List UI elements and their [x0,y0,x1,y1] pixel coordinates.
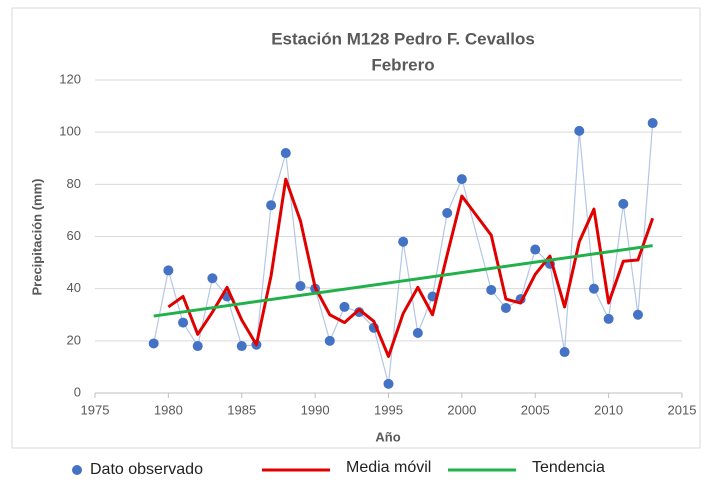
x-tick-label: 1975 [81,402,110,417]
data-point [324,335,335,346]
x-tick-label: 2015 [668,402,697,417]
y-tick-label: 0 [74,384,81,399]
data-point [207,273,218,284]
chart-title: Estación M128 Pedro F. Cevallos [271,29,535,48]
data-point [500,302,511,313]
data-point [588,283,599,294]
data-point [192,341,203,352]
y-tick-label: 60 [67,228,81,243]
y-tick-label: 100 [59,124,81,139]
data-point [412,328,423,339]
legend-label: Dato observado [90,461,203,478]
y-axis-title: Precipitación (mm) [29,178,44,295]
y-tick-label: 20 [67,332,81,347]
data-point [486,284,497,295]
data-point [530,244,541,255]
data-point [618,198,629,209]
data-point [266,200,277,211]
connector-line [153,122,654,385]
data-point [647,118,658,129]
x-axis-title: Año [375,429,400,444]
y-tick-label: 120 [59,71,81,86]
series-line [167,177,655,358]
data-point [339,301,350,312]
x-tick-label: 1985 [227,402,256,417]
x-tick-label: 2010 [594,402,623,417]
x-tick-label: 1980 [154,402,183,417]
y-tick-label: 40 [67,280,81,295]
data-point [603,313,614,324]
data-point [574,125,585,136]
data-point [442,208,453,219]
data-point [632,309,643,320]
data-point [236,341,247,352]
data-point [456,174,467,185]
x-tick-label: 1995 [374,402,403,417]
data-point [398,236,409,247]
series-line [153,244,653,318]
legend-label: Media móvil [346,459,431,476]
data-point [178,317,189,328]
data-point [163,265,174,276]
x-tick-label: 1990 [301,402,330,417]
x-tick-label: 2000 [447,402,476,417]
data-point [280,148,291,159]
data-point [383,378,394,389]
x-tick-label: 2005 [521,402,550,417]
chart-subtitle: Febrero [371,55,434,74]
legend-label: Tendencia [532,459,605,476]
data-point [559,347,570,358]
legend-marker [72,465,82,475]
y-tick-label: 80 [67,176,81,191]
data-point [295,281,306,292]
data-point [148,338,159,349]
